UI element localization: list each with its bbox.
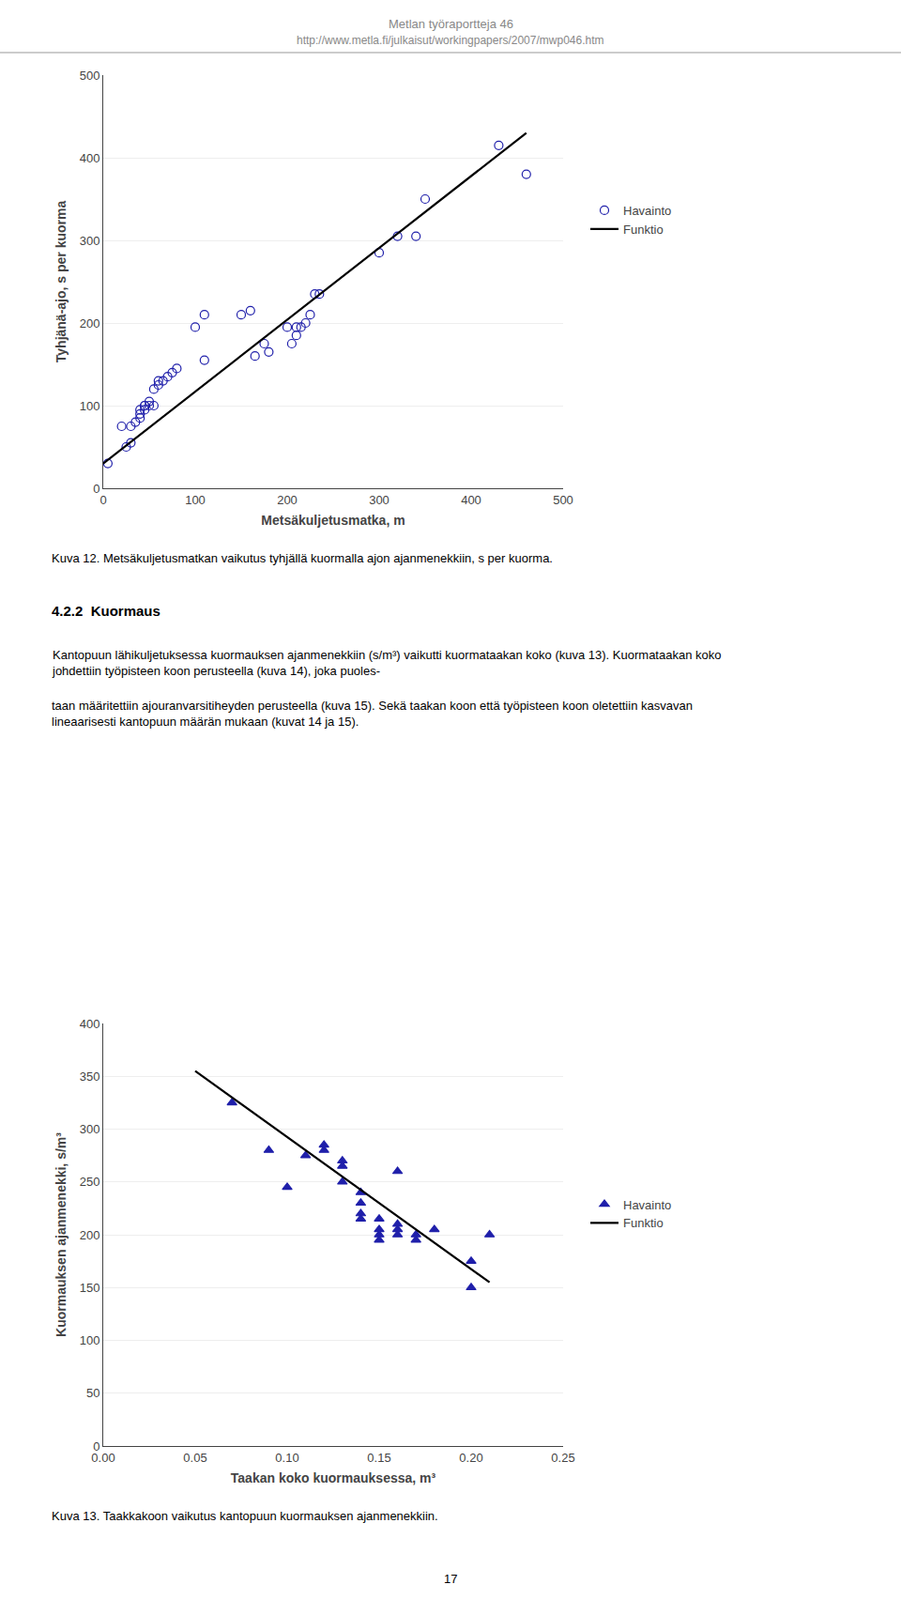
svg-text:150: 150 xyxy=(79,1280,101,1295)
svg-text:400: 400 xyxy=(79,1016,101,1031)
svg-text:Kuva 13. Taakkakoon vaikutus k: Kuva 13. Taakkakoon vaikutus kantopuun k… xyxy=(51,1508,439,1523)
svg-text:100: 100 xyxy=(79,1332,101,1347)
svg-text:0.00: 0.00 xyxy=(91,1450,115,1465)
svg-text:Kuva 12. Metsäkuljetusmatkan v: Kuva 12. Metsäkuljetusmatkan vaikutus ty… xyxy=(51,550,553,566)
svg-text:Kuormauksen ajanmenekki, s/m³: Kuormauksen ajanmenekki, s/m³ xyxy=(53,1131,69,1337)
svg-text:400: 400 xyxy=(460,492,482,507)
svg-text:300: 300 xyxy=(79,233,101,248)
svg-text:Havainto: Havainto xyxy=(623,1197,672,1212)
svg-text:0.25: 0.25 xyxy=(550,1450,575,1465)
svg-text:0.10: 0.10 xyxy=(274,1450,299,1465)
svg-text:300: 300 xyxy=(368,492,390,507)
svg-text:0.05: 0.05 xyxy=(183,1450,207,1465)
svg-text:250: 250 xyxy=(79,1174,101,1189)
svg-text:taan määritettiin ajouranvarsi: taan määritettiin ajouranvarsitiheyden p… xyxy=(51,698,693,729)
svg-text:50: 50 xyxy=(86,1385,100,1400)
svg-text:200: 200 xyxy=(276,492,298,507)
svg-text:0: 0 xyxy=(99,492,107,507)
svg-text:Havainto: Havainto xyxy=(623,203,672,218)
svg-text:100: 100 xyxy=(79,398,101,413)
svg-text:Taakan koko kuormauksessa, m³: Taakan koko kuormauksessa, m³ xyxy=(230,1469,437,1485)
svg-text:500: 500 xyxy=(552,492,574,507)
svg-text:300: 300 xyxy=(79,1121,101,1136)
svg-text:4.2.2 Kuormaus: 4.2.2 Kuormaus xyxy=(51,602,161,619)
svg-text:400: 400 xyxy=(79,151,101,166)
svg-text:0.20: 0.20 xyxy=(458,1450,483,1465)
svg-text:0.15: 0.15 xyxy=(366,1450,391,1465)
svg-text:350: 350 xyxy=(79,1068,101,1084)
svg-text:200: 200 xyxy=(79,1227,101,1242)
svg-text:http://www.metla.fi/julkaisut/: http://www.metla.fi/julkaisut/workingpap… xyxy=(296,33,605,47)
svg-text:0: 0 xyxy=(92,1438,100,1453)
svg-text:Tyhjänä-ajo, s per kuorma: Tyhjänä-ajo, s per kuorma xyxy=(53,200,69,364)
svg-text:Metlan työraportteja 46: Metlan työraportteja 46 xyxy=(388,16,514,31)
svg-text:Kantopuun lähikuljetuksessa ku: Kantopuun lähikuljetuksessa kuormauksen … xyxy=(51,647,721,678)
svg-text:200: 200 xyxy=(79,316,101,331)
svg-text:100: 100 xyxy=(184,492,206,507)
svg-text:Funktio: Funktio xyxy=(623,222,664,237)
svg-text:17: 17 xyxy=(443,1571,458,1586)
svg-text:Funktio: Funktio xyxy=(623,1215,664,1230)
svg-text:Metsäkuljetusmatka, m: Metsäkuljetusmatka, m xyxy=(260,512,405,528)
svg-text:500: 500 xyxy=(79,68,101,83)
svg-text:0: 0 xyxy=(92,481,100,496)
